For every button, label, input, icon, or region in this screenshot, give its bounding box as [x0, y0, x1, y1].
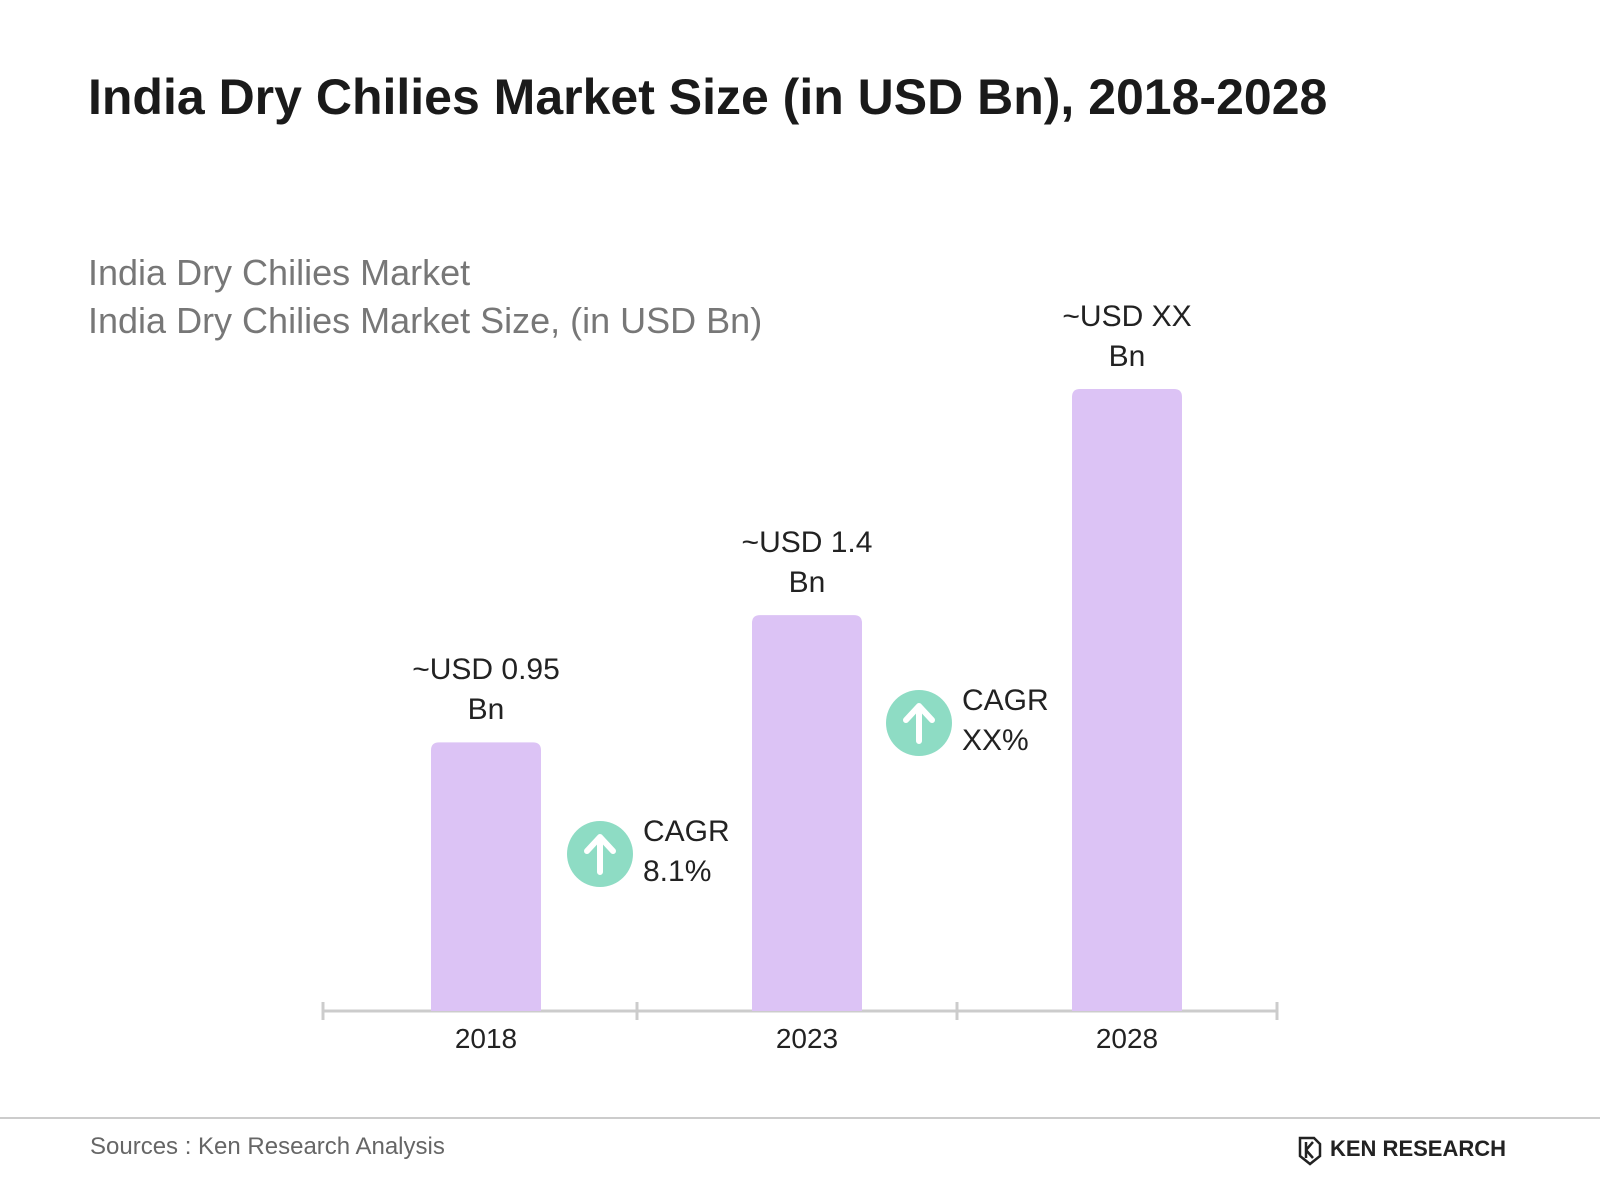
chart-title: India Dry Chilies Market Size (in USD Bn…	[88, 69, 1328, 125]
value-label: ~USD 0.95 Bn	[412, 653, 560, 727]
logo-icon	[1298, 1136, 1322, 1166]
x-tick-label: 2023	[775, 1023, 839, 1054]
cagr-arrow	[903, 703, 935, 744]
subtitle: India Dry Chilies Market Size, (in USD B…	[88, 300, 763, 341]
x-tick-label: 2018	[454, 1023, 518, 1054]
bar	[431, 742, 541, 1011]
source: Sources : Ken Research Analysis	[90, 1133, 445, 1160]
x-tick-label: 2028	[1095, 1023, 1159, 1054]
bar	[752, 615, 862, 1011]
value-label: ~USD 1.4 Bn	[741, 526, 873, 600]
subtitle: India Dry Chilies Market	[88, 252, 471, 293]
cagr-label: CAGR 8.1%	[643, 815, 730, 888]
cagr-arrow	[584, 834, 616, 875]
logo: KEN RESEARCH	[1330, 1136, 1507, 1161]
value-label: ~USD XX Bn	[1062, 300, 1192, 373]
cagr-label: CAGR XX%	[962, 684, 1049, 757]
bar	[1072, 389, 1182, 1011]
